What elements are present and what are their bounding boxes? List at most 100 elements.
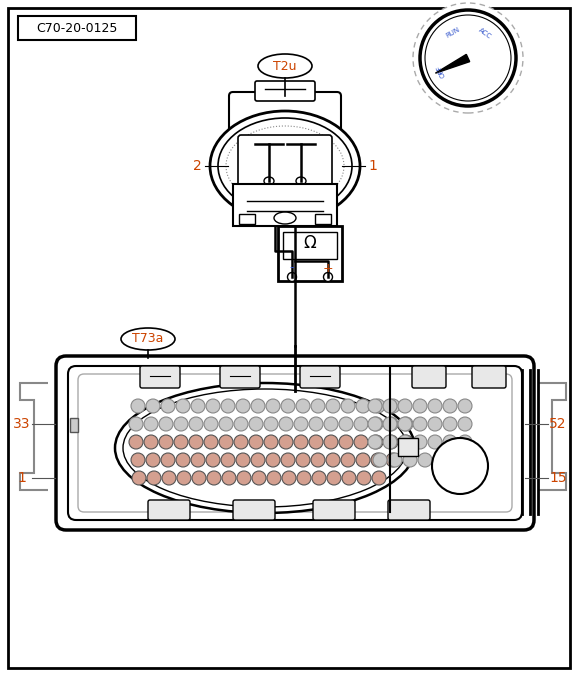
Circle shape <box>432 438 488 494</box>
Circle shape <box>443 417 457 431</box>
FancyBboxPatch shape <box>140 366 180 388</box>
Circle shape <box>282 471 296 485</box>
Circle shape <box>383 435 397 449</box>
Circle shape <box>266 453 280 467</box>
FancyBboxPatch shape <box>300 366 340 388</box>
Ellipse shape <box>218 118 352 214</box>
Circle shape <box>159 417 173 431</box>
Text: 1: 1 <box>369 159 377 173</box>
Circle shape <box>428 435 442 449</box>
Circle shape <box>403 453 417 467</box>
Circle shape <box>371 453 385 467</box>
FancyBboxPatch shape <box>398 438 418 456</box>
Circle shape <box>326 399 340 413</box>
Circle shape <box>398 435 412 449</box>
Circle shape <box>297 471 311 485</box>
Ellipse shape <box>296 177 306 185</box>
Circle shape <box>206 453 220 467</box>
Circle shape <box>236 399 250 413</box>
Circle shape <box>384 417 398 431</box>
Circle shape <box>448 453 462 467</box>
Circle shape <box>129 417 143 431</box>
Circle shape <box>399 435 413 449</box>
FancyBboxPatch shape <box>255 81 315 101</box>
Circle shape <box>294 435 308 449</box>
Circle shape <box>368 417 382 431</box>
Circle shape <box>131 453 145 467</box>
Circle shape <box>398 399 412 413</box>
Circle shape <box>251 453 265 467</box>
Text: C70-20-0125: C70-20-0125 <box>36 22 118 34</box>
Circle shape <box>386 453 400 467</box>
Polygon shape <box>435 54 470 73</box>
Circle shape <box>191 399 205 413</box>
Circle shape <box>428 417 442 431</box>
Circle shape <box>266 399 280 413</box>
Circle shape <box>219 417 233 431</box>
FancyBboxPatch shape <box>56 356 534 530</box>
Ellipse shape <box>264 177 274 185</box>
Circle shape <box>146 453 160 467</box>
Circle shape <box>267 471 281 485</box>
Circle shape <box>207 471 221 485</box>
Circle shape <box>428 399 442 413</box>
Circle shape <box>357 471 371 485</box>
Circle shape <box>236 453 250 467</box>
Circle shape <box>324 272 332 281</box>
Circle shape <box>433 453 447 467</box>
Ellipse shape <box>121 328 175 350</box>
Text: 15: 15 <box>549 471 567 485</box>
Text: 1: 1 <box>17 471 27 485</box>
Circle shape <box>129 435 143 449</box>
Circle shape <box>189 435 203 449</box>
Circle shape <box>413 3 523 113</box>
Text: 52: 52 <box>549 417 567 431</box>
Circle shape <box>368 399 382 413</box>
Circle shape <box>221 453 235 467</box>
Circle shape <box>368 435 382 449</box>
Circle shape <box>176 399 190 413</box>
Circle shape <box>339 435 353 449</box>
Circle shape <box>354 435 368 449</box>
Circle shape <box>147 471 161 485</box>
Circle shape <box>383 399 397 413</box>
Circle shape <box>413 417 427 431</box>
Text: 33: 33 <box>13 417 31 431</box>
FancyBboxPatch shape <box>233 500 275 520</box>
Circle shape <box>458 417 472 431</box>
Circle shape <box>386 399 400 413</box>
Circle shape <box>372 471 386 485</box>
Circle shape <box>222 471 236 485</box>
Circle shape <box>252 471 266 485</box>
FancyBboxPatch shape <box>148 500 190 520</box>
Circle shape <box>287 272 297 281</box>
Circle shape <box>309 417 323 431</box>
Circle shape <box>279 417 293 431</box>
Text: -: - <box>290 262 294 274</box>
Circle shape <box>161 399 175 413</box>
Circle shape <box>162 471 176 485</box>
Ellipse shape <box>115 383 415 513</box>
Circle shape <box>413 399 427 413</box>
Ellipse shape <box>123 389 407 507</box>
FancyBboxPatch shape <box>472 366 506 388</box>
Circle shape <box>146 399 160 413</box>
FancyBboxPatch shape <box>388 500 430 520</box>
Circle shape <box>369 435 383 449</box>
FancyBboxPatch shape <box>313 500 355 520</box>
Circle shape <box>458 399 472 413</box>
Text: T2u: T2u <box>273 59 297 72</box>
Circle shape <box>204 435 218 449</box>
Circle shape <box>237 471 251 485</box>
Circle shape <box>249 435 263 449</box>
Circle shape <box>311 453 325 467</box>
Circle shape <box>373 453 387 467</box>
Circle shape <box>339 417 353 431</box>
Bar <box>18 16 136 40</box>
FancyBboxPatch shape <box>229 92 341 140</box>
Circle shape <box>159 435 173 449</box>
Circle shape <box>264 417 278 431</box>
Circle shape <box>177 471 191 485</box>
Ellipse shape <box>226 126 344 206</box>
Circle shape <box>281 453 295 467</box>
